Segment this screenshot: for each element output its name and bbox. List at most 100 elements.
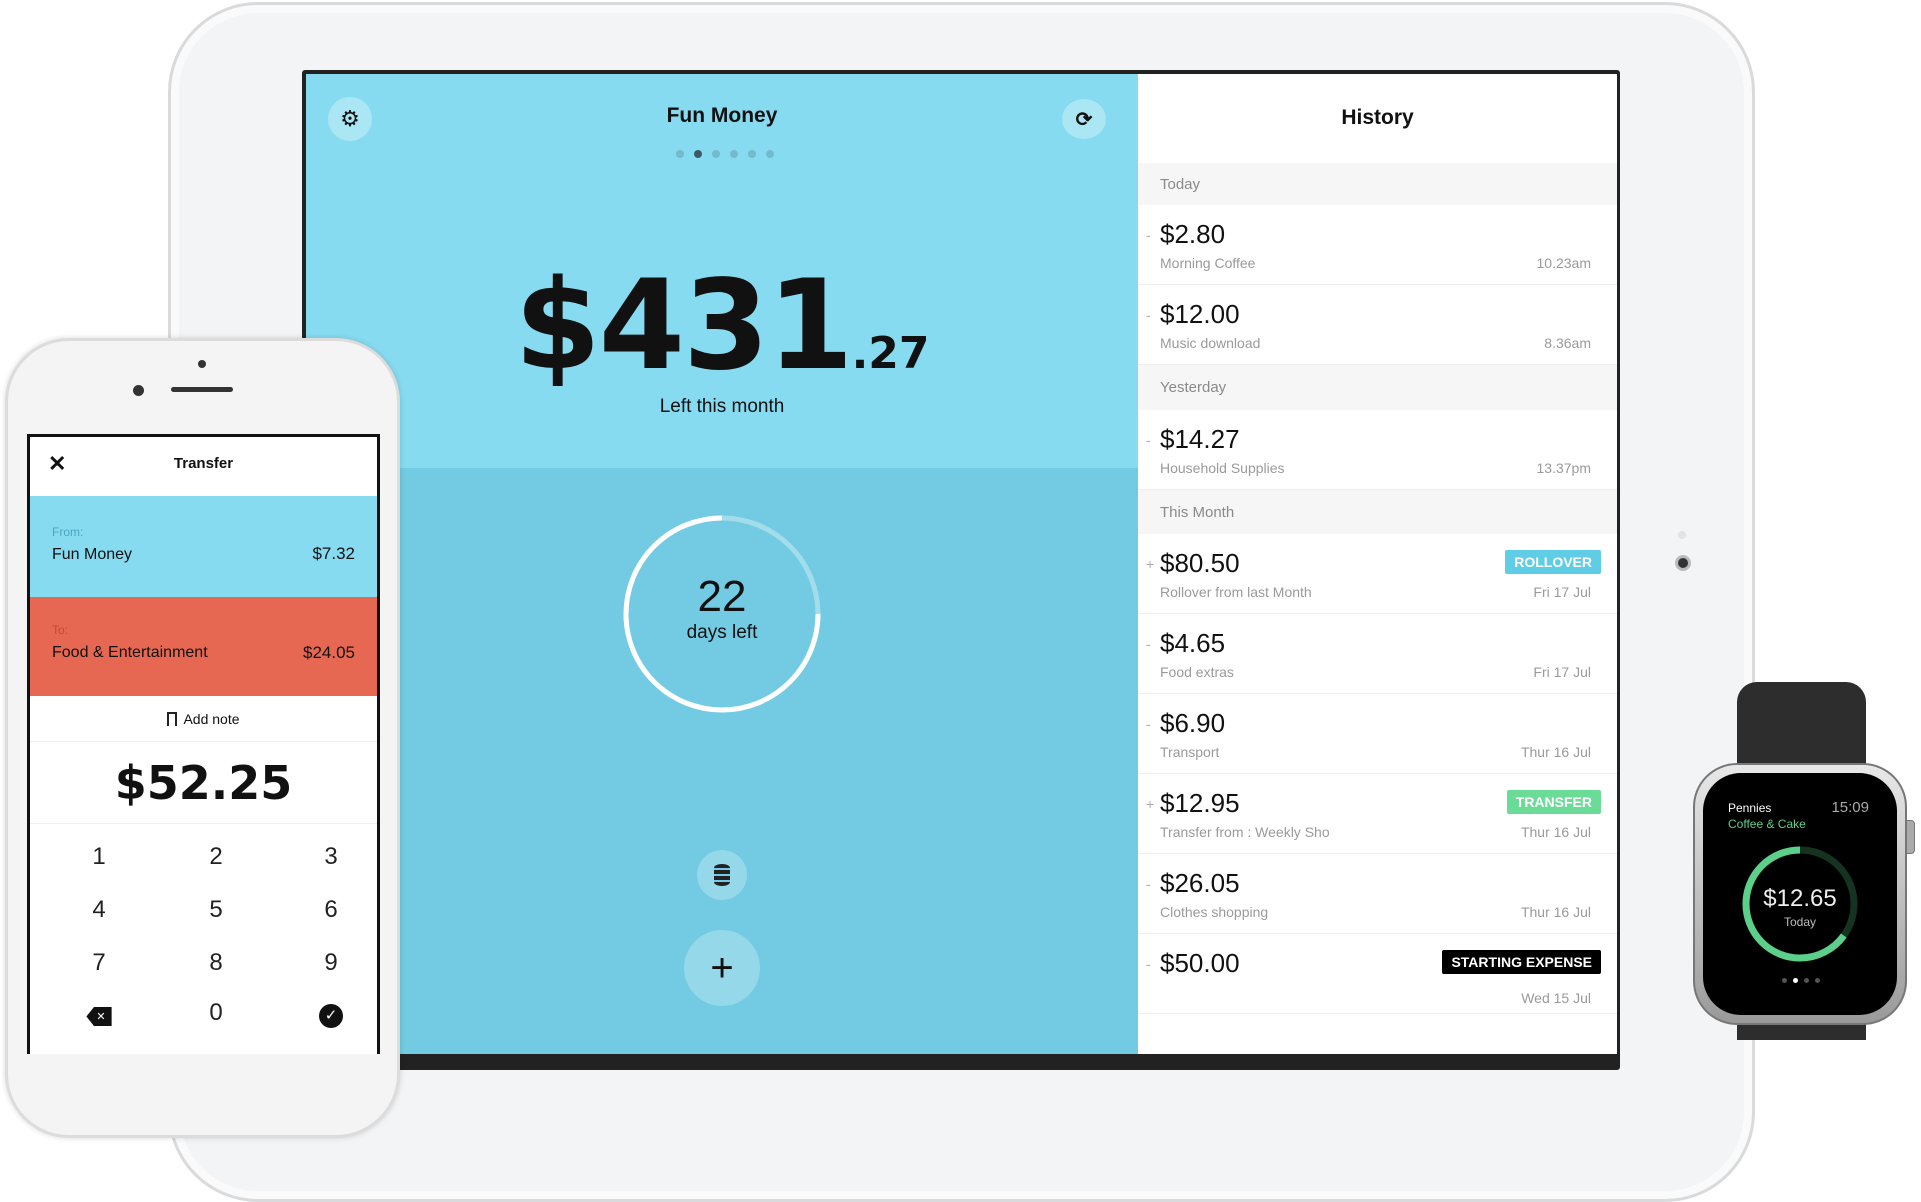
- to-amount: $24.05: [303, 643, 355, 662]
- watch-page-indicator[interactable]: [1782, 978, 1820, 983]
- page-dot[interactable]: [712, 150, 720, 158]
- history-row[interactable]: - $6.90 Transport Thur 16 Jul: [1138, 694, 1617, 774]
- key-0[interactable]: 0: [209, 999, 223, 1026]
- transaction-amount: $14.27: [1160, 424, 1240, 454]
- transaction-time: Wed 15 Jul: [1521, 990, 1591, 1006]
- amount-sign: -: [1146, 432, 1151, 448]
- amount-sign: +: [1146, 796, 1155, 812]
- page-dot[interactable]: [730, 150, 738, 158]
- transaction-description: Household Supplies: [1160, 460, 1285, 476]
- add-note-button[interactable]: Add note: [30, 696, 377, 742]
- page-indicator[interactable]: [676, 150, 774, 158]
- key-4[interactable]: 4: [92, 896, 106, 923]
- transaction-time: Fri 17 Jul: [1533, 664, 1591, 680]
- transfer-from[interactable]: From: Fun Money $7.32: [30, 496, 377, 597]
- key-9[interactable]: 9: [324, 949, 338, 976]
- ipad-camera: [1675, 555, 1691, 571]
- watch-budget-ring: [1742, 846, 1858, 962]
- balance-dollars: $431: [514, 254, 853, 398]
- transaction-amount: $26.05: [1160, 868, 1240, 898]
- transaction-time: Thur 16 Jul: [1520, 824, 1591, 840]
- transfer-to[interactable]: To: Food & Entertainment $24.05: [30, 597, 377, 696]
- key-7[interactable]: 7: [92, 949, 106, 976]
- amount-sign: -: [1146, 956, 1151, 972]
- page-title: Fun Money: [666, 104, 778, 127]
- transaction-time: Thur 16 Jul: [1520, 904, 1591, 920]
- coin-stack-icon: [714, 864, 730, 886]
- balance-cents: .27: [851, 328, 930, 379]
- transfer-screen: ✕ Transfer From: Fun Money $7.32 To: Foo…: [30, 437, 377, 1054]
- page-dot[interactable]: [694, 150, 702, 158]
- phone-screen: ✕ Transfer From: Fun Money $7.32 To: Foo…: [27, 434, 380, 1054]
- page-dot[interactable]: [1804, 978, 1809, 983]
- history-row[interactable]: + $80.50 Rollover from last Month Fri 17…: [1138, 534, 1617, 614]
- balance-amount: $431.27: [306, 254, 1138, 398]
- watch-amount-label: Today: [1783, 915, 1817, 929]
- ipad-sensor: [1678, 531, 1686, 539]
- budget-summary: [306, 74, 1138, 468]
- coins-button[interactable]: [697, 850, 747, 900]
- transaction-description: Rollover from last Month: [1160, 584, 1312, 600]
- watch-time: 15:09: [1831, 799, 1869, 816]
- transaction-badge: TRANSFER: [1506, 790, 1601, 814]
- history-row[interactable]: + $12.95 Transfer from : Weekly Sho Thur…: [1138, 774, 1617, 854]
- transaction-amount: $12.95: [1160, 788, 1240, 818]
- transaction-description: Clothes shopping: [1160, 904, 1269, 920]
- key-5[interactable]: 5: [209, 896, 223, 923]
- transaction-amount: $6.90: [1160, 708, 1226, 738]
- from-account: Fun Money: [52, 546, 133, 563]
- amount-sign: +: [1146, 556, 1155, 572]
- add-expense-button[interactable]: +: [684, 930, 760, 1006]
- watch-app-name: Pennies: [1728, 801, 1772, 815]
- days-left-label: days left: [686, 622, 758, 643]
- page-dot[interactable]: [1793, 978, 1798, 983]
- transaction-description: Morning Coffee: [1160, 255, 1256, 271]
- history-pane: History Today - $2.80 Morning Coffee 10.2…: [1138, 74, 1617, 1054]
- to-account: Food & Entertainment: [52, 644, 208, 661]
- history-row[interactable]: - $4.65 Food extras Fri 17 Jul: [1138, 614, 1617, 694]
- phone-camera: [198, 360, 206, 368]
- page-dot[interactable]: [1782, 978, 1787, 983]
- phone-sensor: [133, 385, 144, 396]
- transfer-amount: $52.25: [30, 742, 377, 824]
- check-icon[interactable]: ✓: [291, 999, 371, 1028]
- history-row[interactable]: - $50.00 Wed 15 Jul STARTING EXPENSE: [1138, 934, 1617, 1014]
- transaction-description: Food extras: [1160, 664, 1234, 680]
- page-dot[interactable]: [766, 150, 774, 158]
- sync-button[interactable]: ⟳: [1062, 99, 1106, 139]
- transaction-amount: $12.00: [1160, 299, 1240, 329]
- transaction-time: 13.37pm: [1536, 460, 1591, 476]
- transaction-time: 10.23am: [1536, 255, 1591, 271]
- watch-category: Coffee & Cake: [1728, 817, 1806, 831]
- transaction-description: Transport: [1160, 744, 1220, 760]
- amount-sign: -: [1146, 876, 1151, 892]
- transaction-time: 8.36am: [1544, 335, 1591, 351]
- key-6[interactable]: 6: [324, 896, 338, 923]
- history-row[interactable]: - $26.05 Clothes shopping Thur 16 Jul: [1138, 854, 1617, 934]
- page-dot[interactable]: [1815, 978, 1820, 983]
- page-dot[interactable]: [748, 150, 756, 158]
- watch-amount: $12.65: [1763, 885, 1837, 912]
- history-row[interactable]: - $14.27 Household Supplies 13.37pm: [1138, 410, 1617, 490]
- close-icon[interactable]: ✕: [48, 451, 67, 476]
- ring-progress: [623, 515, 821, 713]
- gear-icon: ⚙: [340, 106, 360, 131]
- key-3[interactable]: 3: [324, 843, 338, 870]
- page-dot[interactable]: [676, 150, 684, 158]
- transfer-title: Transfer: [173, 455, 234, 472]
- history-row[interactable]: - $2.80 Morning Coffee 10.23am: [1138, 205, 1617, 285]
- transaction-time: Thur 16 Jul: [1520, 744, 1591, 760]
- history-row[interactable]: - $12.00 Music download 8.36am: [1138, 285, 1617, 365]
- key-8[interactable]: 8: [209, 949, 223, 976]
- history-section-header: Today: [1138, 163, 1617, 205]
- transaction-description: Music download: [1160, 335, 1261, 351]
- backspace-icon[interactable]: ✕: [59, 999, 139, 1027]
- transaction-description: Transfer from : Weekly Sho: [1160, 824, 1330, 840]
- key-1[interactable]: 1: [92, 843, 106, 870]
- transaction-amount: $4.65: [1160, 628, 1226, 658]
- plus-icon: +: [710, 946, 734, 990]
- transaction-amount: $80.50: [1160, 548, 1240, 578]
- key-2[interactable]: 2: [209, 843, 223, 870]
- settings-button[interactable]: ⚙: [328, 97, 372, 141]
- add-note-label: Add note: [183, 710, 240, 727]
